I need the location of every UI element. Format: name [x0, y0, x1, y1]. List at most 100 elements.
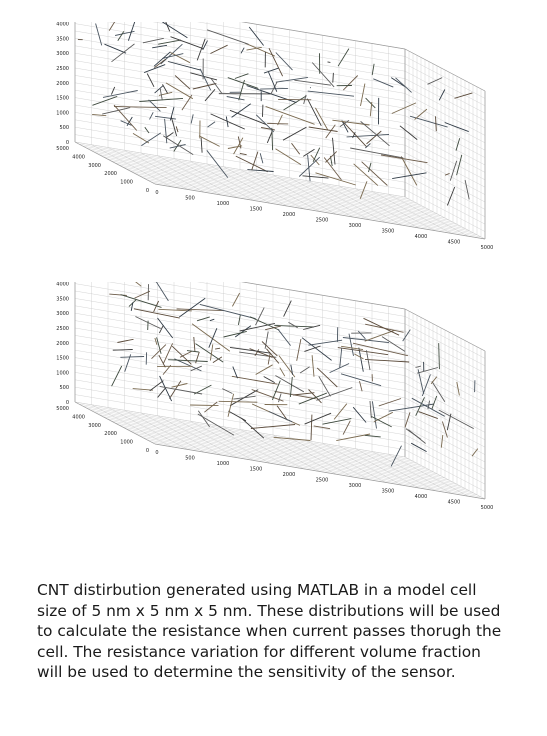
- x-tick-label: 4000: [415, 234, 428, 240]
- cnt-segment: [229, 109, 267, 125]
- cnt-segment: [255, 307, 265, 326]
- cnt-segment: [271, 380, 281, 401]
- z-tick-label: 1000: [56, 370, 69, 376]
- cnt-segment: [275, 52, 293, 71]
- cnt-segment: [417, 369, 425, 394]
- cnt-segment: [141, 132, 162, 146]
- cnt-segment: [270, 81, 278, 95]
- y-tick-label: 1000: [120, 180, 133, 186]
- cnt-segment: [337, 48, 350, 67]
- cnt-segment: [332, 72, 334, 83]
- z-tick-label: 1500: [56, 356, 69, 362]
- grid-line: [322, 443, 403, 486]
- cnt-segment: [193, 336, 196, 352]
- cnt-segment: [359, 181, 368, 199]
- cnt-segment: [276, 405, 288, 421]
- grid-line: [404, 360, 486, 403]
- grid-line: [108, 22, 406, 72]
- cnt-segment: [402, 329, 411, 342]
- cnt-segment: [268, 71, 278, 92]
- cnt-segment: [197, 410, 210, 428]
- cnt-segment: [381, 336, 406, 352]
- grid-line: [404, 375, 486, 418]
- grid-line: [272, 434, 354, 478]
- cnt-segment: [195, 343, 224, 363]
- x-tick-label: 2000: [283, 212, 296, 218]
- cnt-segment: [117, 338, 134, 343]
- grid-line: [404, 196, 486, 240]
- x-tick-label: 500: [185, 196, 195, 202]
- cnt-segment: [435, 116, 437, 132]
- cnt-segment: [266, 131, 273, 144]
- cnt-segment: [152, 44, 168, 49]
- cnt-segment: [273, 436, 311, 441]
- z-tick-label: 4000: [56, 282, 69, 288]
- cnt-segment: [169, 144, 186, 149]
- cnt-segment: [126, 116, 133, 127]
- cnt-segment: [163, 343, 174, 364]
- cnt-segment: [307, 90, 355, 97]
- cnt-segment: [311, 355, 315, 377]
- cnt-segment: [153, 51, 171, 67]
- cnt-segment: [109, 293, 127, 296]
- cnt-segment: [156, 337, 162, 354]
- cnt-segment: [179, 297, 206, 318]
- cnt-segment: [438, 409, 474, 429]
- y-tick-label: 0: [146, 448, 149, 454]
- x-tick-label: 1000: [217, 461, 230, 467]
- cnt-segment: [159, 385, 203, 395]
- cnt-segment: [149, 112, 154, 120]
- grid-line: [82, 146, 414, 202]
- cnt-segment: [438, 343, 440, 370]
- y-tick-label: 3000: [88, 163, 101, 169]
- cnt-segment: [225, 116, 229, 128]
- cnt-segment: [364, 434, 381, 438]
- cnt-segment: [206, 150, 229, 178]
- cnt-segment: [340, 373, 382, 387]
- grid-line: [322, 183, 403, 226]
- cnt-segment: [158, 324, 164, 334]
- cnt-segment: [342, 75, 359, 91]
- cnt-segment: [316, 367, 338, 388]
- cnt-segment: [234, 325, 252, 338]
- axis-edge: [404, 308, 486, 352]
- grid-line: [108, 282, 406, 332]
- grid-line: [86, 408, 418, 464]
- cnt-segment: [265, 325, 282, 331]
- grid-line: [404, 382, 486, 426]
- cnt-segment: [327, 61, 331, 63]
- x-tick-label: 1500: [250, 207, 263, 213]
- cnt-segment: [277, 114, 283, 126]
- axis-edge: [154, 183, 486, 240]
- grid-line: [152, 22, 406, 64]
- cnt-segment: [365, 350, 371, 371]
- cnt-segment: [227, 393, 235, 417]
- grid-line: [404, 93, 486, 136]
- cnt-segment: [120, 120, 132, 126]
- cnt-segment: [263, 376, 275, 383]
- figure-caption: CNT distirbution generated using MATLAB …: [37, 581, 502, 681]
- cnt-segment: [144, 126, 150, 134]
- cnt-segment: [417, 367, 439, 374]
- cnt-segment: [415, 365, 422, 368]
- cnt-segment: [312, 147, 321, 162]
- cnt-segment: [251, 151, 259, 171]
- z-tick-label: 0: [66, 140, 69, 146]
- cnt-segment: [341, 120, 349, 133]
- chart-svg: 0500100015002000250030003500400045005000…: [56, 282, 493, 511]
- cnt-segment: [227, 77, 259, 89]
- cnt-segment: [134, 290, 151, 299]
- cnt-segment: [289, 376, 293, 397]
- cnt-segment: [277, 329, 291, 346]
- grid-line: [404, 71, 486, 114]
- cnt-segment: [318, 376, 331, 397]
- cnt-segment: [348, 333, 354, 356]
- grid-line: [404, 85, 486, 129]
- grid-line: [289, 177, 370, 220]
- cnt-segment: [342, 337, 390, 344]
- cnt-segment: [162, 84, 168, 94]
- grid-line: [404, 331, 486, 374]
- cnt-segment: [111, 365, 123, 387]
- cnt-segment: [371, 415, 392, 428]
- cnt-segment: [431, 381, 446, 403]
